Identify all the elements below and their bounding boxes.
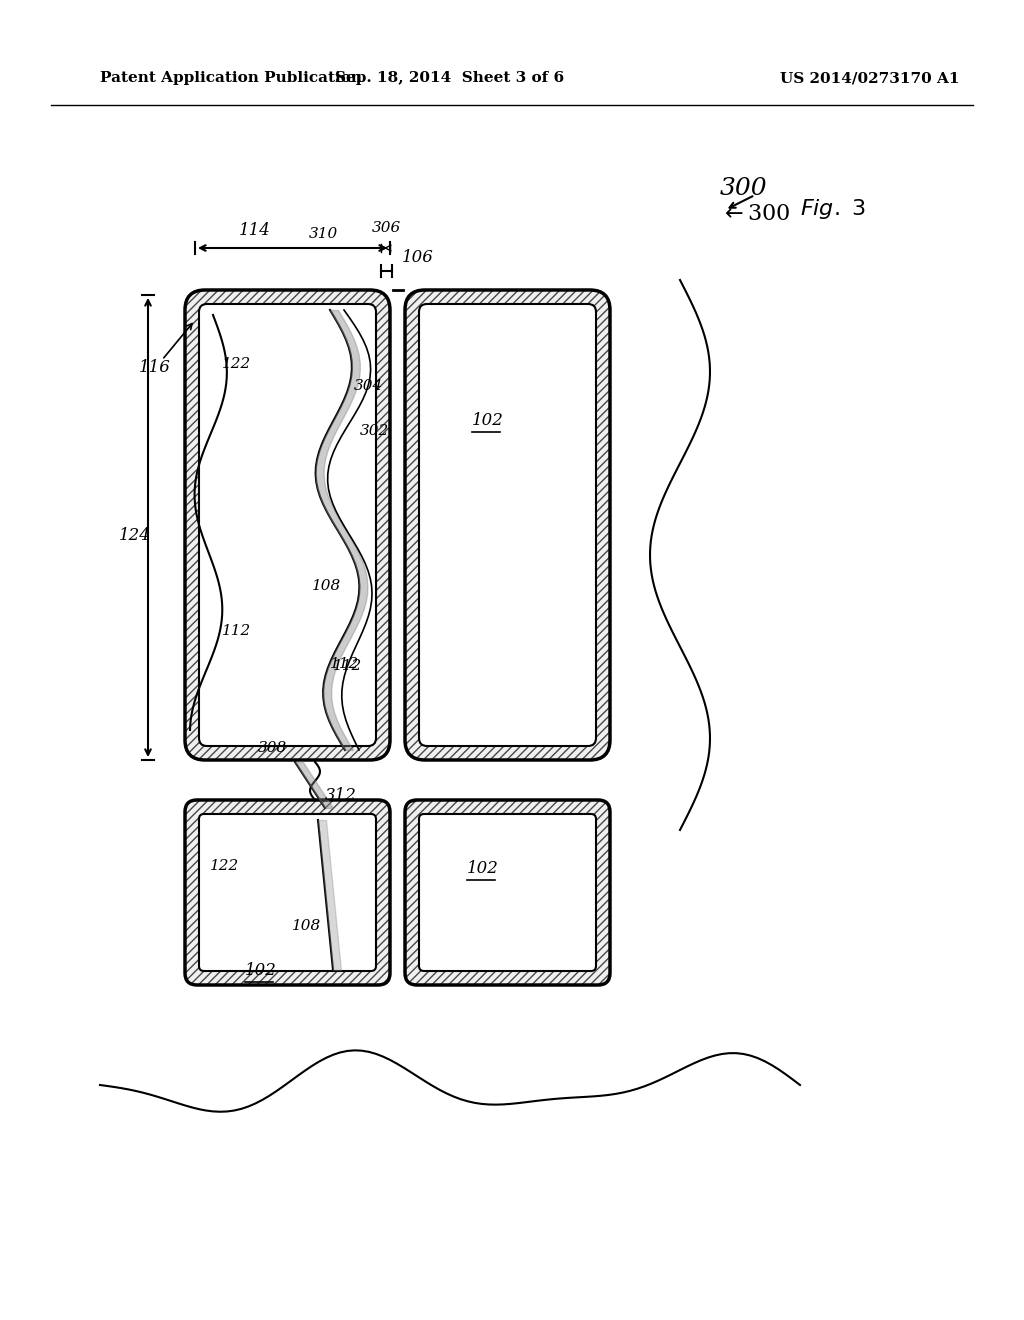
Text: 112: 112 (222, 624, 251, 638)
Text: 112: 112 (330, 657, 359, 671)
FancyBboxPatch shape (185, 800, 390, 985)
FancyBboxPatch shape (199, 814, 376, 972)
Text: 102: 102 (472, 412, 504, 429)
FancyBboxPatch shape (419, 814, 596, 972)
Text: US 2014/0273170 A1: US 2014/0273170 A1 (780, 71, 959, 84)
FancyBboxPatch shape (419, 304, 596, 746)
Text: 122: 122 (210, 859, 240, 873)
Text: 122: 122 (222, 356, 251, 371)
FancyBboxPatch shape (199, 304, 376, 746)
Text: $Fig.\ 3$: $Fig.\ 3$ (800, 197, 866, 220)
Text: Sep. 18, 2014  Sheet 3 of 6: Sep. 18, 2014 Sheet 3 of 6 (336, 71, 564, 84)
Text: 102: 102 (245, 962, 276, 979)
Text: 306: 306 (372, 220, 401, 235)
Text: 300: 300 (720, 177, 768, 201)
FancyBboxPatch shape (406, 800, 610, 985)
Text: 102: 102 (467, 861, 499, 876)
FancyBboxPatch shape (406, 290, 610, 760)
Text: 302: 302 (360, 424, 389, 438)
Text: 106: 106 (402, 249, 434, 267)
Text: 310: 310 (308, 227, 338, 242)
Text: 112: 112 (333, 659, 362, 673)
Text: 116: 116 (139, 359, 171, 376)
Text: 108: 108 (312, 579, 341, 593)
Text: 304: 304 (354, 379, 383, 393)
Text: 108: 108 (292, 919, 322, 933)
Text: Patent Application Publication: Patent Application Publication (100, 71, 362, 84)
Text: 312: 312 (325, 787, 357, 804)
Text: 114: 114 (239, 222, 271, 239)
Text: 308: 308 (258, 741, 288, 755)
FancyBboxPatch shape (185, 290, 390, 760)
Text: $\leftarrow$300: $\leftarrow$300 (720, 203, 791, 224)
Text: 124: 124 (119, 527, 151, 544)
